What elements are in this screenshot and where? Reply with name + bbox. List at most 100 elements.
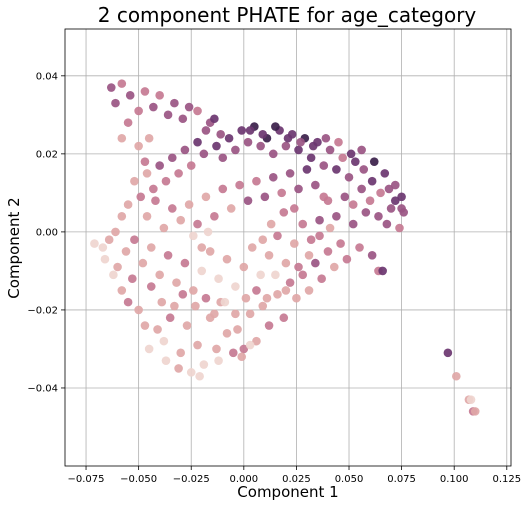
scatter-point <box>271 122 280 131</box>
scatter-point <box>117 211 127 221</box>
scatter-point <box>210 114 219 124</box>
scatter-point <box>222 329 232 338</box>
scatter-point <box>184 102 194 112</box>
scatter-point <box>138 258 148 268</box>
scatter-point <box>178 114 188 124</box>
scatter-point <box>123 297 133 307</box>
x-tick-label: −0.025 <box>173 474 210 485</box>
scatter-point <box>237 126 247 135</box>
scatter-point <box>258 301 268 311</box>
scatter-point <box>306 235 316 244</box>
scatter-point <box>277 188 286 198</box>
scatter-point <box>197 266 207 276</box>
scatter-point <box>399 208 409 217</box>
scatter-point <box>117 133 127 143</box>
scatter-point <box>218 184 228 194</box>
scatter-point <box>311 258 320 268</box>
x-tick-label: −0.050 <box>120 474 157 485</box>
scatter-point <box>271 270 280 280</box>
scatter-point <box>378 266 387 276</box>
scatter-point <box>258 235 268 244</box>
scatter-point <box>367 251 377 260</box>
scatter-point <box>252 286 261 295</box>
x-tick-label: 0.050 <box>335 474 364 485</box>
scatter-point <box>201 192 211 202</box>
scatter-point <box>317 274 326 284</box>
scatter-point <box>294 262 303 272</box>
scatter-point <box>155 270 164 280</box>
y-axis-ticks: −0.04 −0.02 0.00 0.02 0.04 <box>27 71 65 394</box>
x-axis-label: Component 1 <box>237 483 338 501</box>
scatter-point <box>113 262 122 272</box>
scatter-point <box>281 141 291 151</box>
scatter-point <box>283 133 293 143</box>
scatter-point <box>231 282 240 291</box>
y-axis-label: Component 2 <box>5 197 23 298</box>
scatter-point <box>226 204 236 213</box>
scatter-point <box>117 286 127 295</box>
chart-title: 2 component PHATE for age_category <box>98 3 477 27</box>
scatter-point <box>212 344 221 354</box>
scatter-point <box>153 325 162 334</box>
scatter-point <box>342 254 352 264</box>
scatter-point <box>323 247 333 256</box>
scatter-point <box>243 196 253 205</box>
scatter-point <box>180 258 190 268</box>
scatter-point <box>348 219 358 229</box>
scatter-point <box>167 204 177 213</box>
y-tick-label: 0.00 <box>36 227 58 238</box>
y-tick-label: −0.04 <box>27 383 58 394</box>
scatter-point <box>367 176 377 186</box>
scatter-point <box>189 231 198 241</box>
x-tick-label: 0.125 <box>492 474 521 485</box>
scatter-point <box>325 223 335 233</box>
scatter-point <box>262 293 272 303</box>
scatter-point <box>134 305 143 315</box>
scatter-point <box>397 192 406 202</box>
scatter-point <box>308 141 318 151</box>
scatter-point <box>161 356 171 365</box>
scatter-point <box>268 149 278 159</box>
scatter-point <box>159 223 169 233</box>
scatter-point <box>452 371 461 381</box>
scatter-point <box>315 231 324 241</box>
scatter-point <box>186 368 196 377</box>
scatter-point <box>340 192 350 202</box>
scatter-point <box>258 130 268 139</box>
scatter-point <box>332 165 341 174</box>
scatter-point <box>294 184 303 194</box>
scatter-point <box>205 247 215 256</box>
scatter-point <box>111 227 120 237</box>
scatter-point <box>281 286 291 295</box>
scatter-point <box>199 360 209 369</box>
scatter-point <box>311 180 320 190</box>
scatter-point <box>279 313 289 323</box>
scatter-point <box>374 211 383 221</box>
x-tick-label: 0.000 <box>230 474 259 485</box>
scatter-point <box>390 180 400 190</box>
scatter-point <box>151 196 160 205</box>
scatter-point <box>273 231 282 241</box>
scatter-point <box>98 243 108 252</box>
scatter-point <box>106 83 116 92</box>
scatter-point <box>336 239 345 248</box>
scatter-point <box>193 106 202 116</box>
scatter-point <box>125 91 135 100</box>
scatter-point <box>281 258 291 268</box>
scatter-point <box>130 176 139 186</box>
scatter-point <box>231 309 240 319</box>
scatter-point <box>128 274 137 284</box>
scatter-point <box>361 208 371 217</box>
scatter-point <box>180 145 190 155</box>
scatter-point <box>365 196 375 205</box>
scatter-point <box>273 290 282 299</box>
scatter-point <box>189 286 198 295</box>
scatter-point <box>319 161 329 170</box>
scatter-point <box>218 153 228 163</box>
scatter-point <box>157 297 167 307</box>
scatter-point <box>146 282 156 291</box>
scatter-point <box>161 176 171 186</box>
scatter-point <box>390 196 400 205</box>
